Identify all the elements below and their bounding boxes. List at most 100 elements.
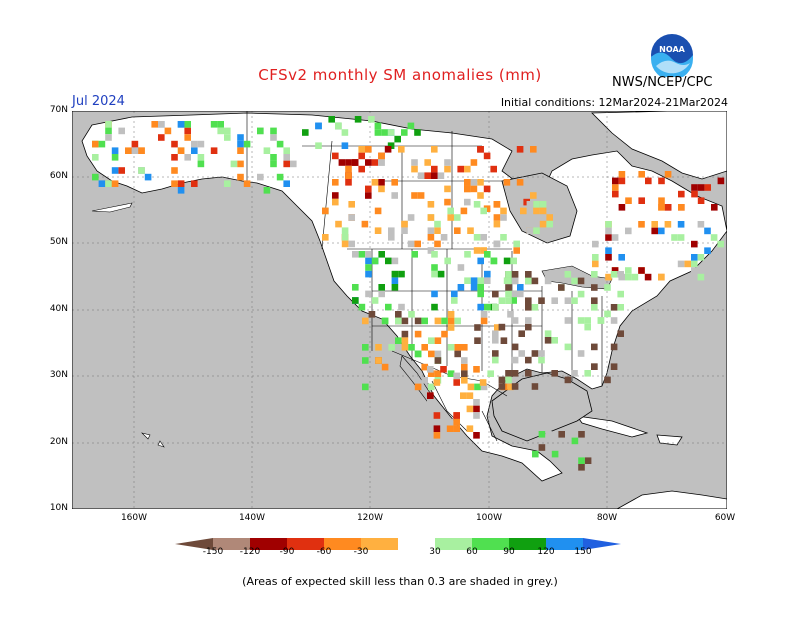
anomaly-cell <box>625 273 632 281</box>
anomaly-cell <box>516 179 524 186</box>
anomaly-cell <box>98 180 106 187</box>
anomaly-cell <box>257 173 264 181</box>
anomaly-cell <box>571 271 578 278</box>
anomaly-cell <box>444 185 451 193</box>
anomaly-cell <box>473 247 481 254</box>
anomaly-cell <box>604 310 611 318</box>
anomaly-cell <box>171 140 178 148</box>
anomaly-cell <box>105 134 112 141</box>
anomaly-cell <box>546 220 553 228</box>
anomaly-cell <box>467 227 474 234</box>
anomaly-cell <box>510 185 517 193</box>
anomaly-cell <box>378 179 385 186</box>
anomaly-map <box>71 110 728 510</box>
anomaly-cell <box>237 160 244 168</box>
anomaly-cell <box>431 290 438 298</box>
lon-label: 120W <box>356 513 384 523</box>
anomaly-cell <box>454 227 461 234</box>
anomaly-cell <box>480 383 488 391</box>
anomaly-cell <box>332 192 339 199</box>
anomaly-cell <box>431 264 438 271</box>
lon-label: 60W <box>714 513 736 523</box>
anomaly-cell <box>362 357 369 364</box>
anomaly-cell <box>433 418 441 426</box>
anomaly-cell <box>511 317 519 324</box>
lat-label: 60N <box>49 171 68 181</box>
colorbar-bin <box>287 538 324 550</box>
anomaly-cell <box>341 240 349 248</box>
anomaly-cell <box>451 290 458 298</box>
anomaly-cell <box>473 405 480 413</box>
anomaly-cell <box>431 172 438 179</box>
anomaly-cell <box>453 425 460 432</box>
anomaly-cell <box>577 290 585 298</box>
anomaly-cell <box>473 234 481 241</box>
anomaly-cell <box>539 207 547 215</box>
anomaly-cell <box>401 337 409 344</box>
anomaly-cell <box>361 220 369 228</box>
anomaly-cell <box>388 344 395 351</box>
footnote: (Areas of expected skill less than 0.3 a… <box>242 575 558 588</box>
anomaly-cell <box>401 317 409 325</box>
anomaly-cell <box>351 159 359 166</box>
anomaly-cell <box>391 277 399 284</box>
anomaly-cell <box>697 184 705 191</box>
anomaly-cell <box>539 201 547 208</box>
anomaly-cell <box>378 159 385 166</box>
anomaly-cell <box>511 271 519 278</box>
colorbar-tick-label: -120 <box>239 547 261 557</box>
anomaly-cell <box>374 207 382 215</box>
anomaly-cell <box>444 198 451 206</box>
anomaly-cell <box>446 418 454 426</box>
anomaly-cell <box>270 134 277 141</box>
anomaly-cell <box>691 190 698 198</box>
anomaly-cell <box>466 425 474 432</box>
anomaly-cell <box>518 350 525 357</box>
anomaly-cell <box>477 192 484 199</box>
anomaly-cell <box>484 251 491 258</box>
anomaly-cell <box>401 129 408 136</box>
anomaly-cell <box>711 204 718 211</box>
anomaly-cell <box>322 207 329 215</box>
anomaly-cell <box>365 257 372 265</box>
anomaly-cell <box>217 121 224 128</box>
anomaly-cell <box>638 267 645 274</box>
anomaly-cell <box>551 297 558 304</box>
anomaly-cell <box>618 177 626 185</box>
anomaly-cell <box>544 376 552 384</box>
anomaly-cell <box>433 425 441 432</box>
anomaly-cell <box>427 234 435 241</box>
anomaly-cell <box>470 277 478 284</box>
anomaly-cell <box>243 140 251 148</box>
anomaly-cell <box>283 147 290 154</box>
anomaly-cell <box>538 383 545 390</box>
anomaly-cell <box>464 251 471 258</box>
anomaly-cell <box>533 207 540 215</box>
anomaly-cell <box>371 159 379 166</box>
anomaly-cell <box>171 154 178 161</box>
anomaly-cell <box>444 159 451 166</box>
chart-title: CFSv2 monthly SM anomalies (mm) <box>258 66 542 84</box>
anomaly-cell <box>184 121 191 128</box>
anomaly-cell <box>131 140 139 148</box>
lon-label: 140W <box>238 513 266 523</box>
anomaly-cell <box>531 304 539 311</box>
anomaly-cell <box>158 134 165 141</box>
anomaly-cell <box>473 399 480 406</box>
anomaly-cell <box>111 147 119 154</box>
anomaly-cell <box>315 142 322 149</box>
colorbar-bin <box>361 538 398 550</box>
anomaly-cell <box>678 204 685 211</box>
anomaly-cell <box>538 431 546 438</box>
anomaly-cell <box>345 172 352 179</box>
anomaly-cell <box>704 247 711 254</box>
anomaly-cell <box>544 330 552 337</box>
anomaly-cell <box>414 129 421 136</box>
anomaly-cell <box>371 297 379 304</box>
anomaly-cell <box>530 146 537 153</box>
anomaly-cell <box>592 254 599 261</box>
anomaly-cell <box>365 192 372 199</box>
anomaly-cell <box>391 284 399 291</box>
anomaly-cell <box>243 180 251 187</box>
anomaly-cell <box>151 121 158 128</box>
